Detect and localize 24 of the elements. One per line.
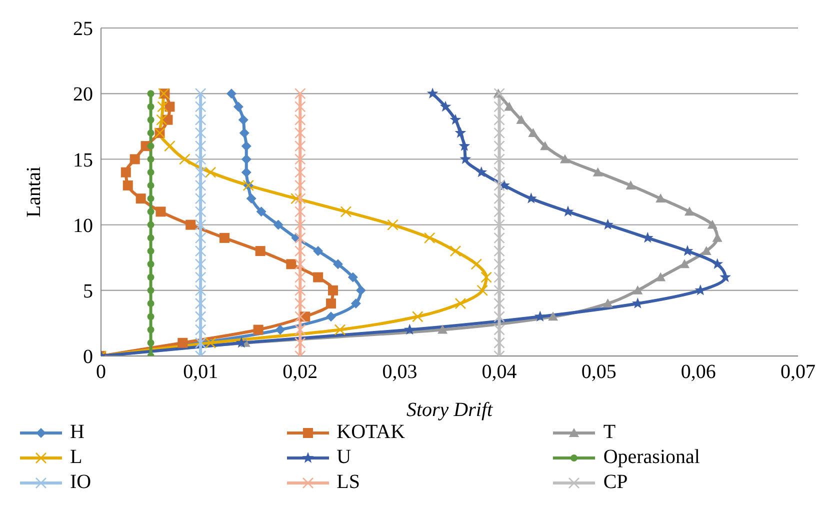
legend-label: KOTAK	[336, 421, 406, 444]
x-tick-label: 0,01	[183, 361, 218, 384]
legend-label: IO	[70, 471, 92, 494]
y-axis-title: Lantai	[23, 166, 46, 218]
legend-label: L	[70, 446, 82, 469]
legend-label: LS	[336, 471, 360, 494]
legend-label: CP	[603, 471, 628, 494]
x-tick-label: 0,06	[680, 361, 716, 384]
legend-label: Operasional	[603, 446, 700, 469]
x-tick-label: 0,04	[482, 361, 517, 384]
y-tick-label: 20	[73, 84, 93, 106]
y-tick-label: 25	[73, 18, 93, 40]
y-tick-label: 10	[73, 214, 93, 237]
x-tick-label: 0,03	[382, 361, 418, 384]
x-tick-label: 0,02	[282, 361, 318, 384]
legend-label: T	[603, 421, 616, 444]
legend-label: U	[336, 446, 352, 469]
y-tick-label: 15	[73, 149, 93, 172]
y-tick-label: 5	[83, 280, 93, 302]
x-axis-title: Story Drift	[406, 399, 493, 421]
y-tick-label: 0	[83, 346, 93, 368]
x-tick-label: 0,07	[780, 361, 816, 384]
legend-label: H	[70, 421, 84, 444]
x-tick-label: 0,05	[581, 361, 616, 384]
